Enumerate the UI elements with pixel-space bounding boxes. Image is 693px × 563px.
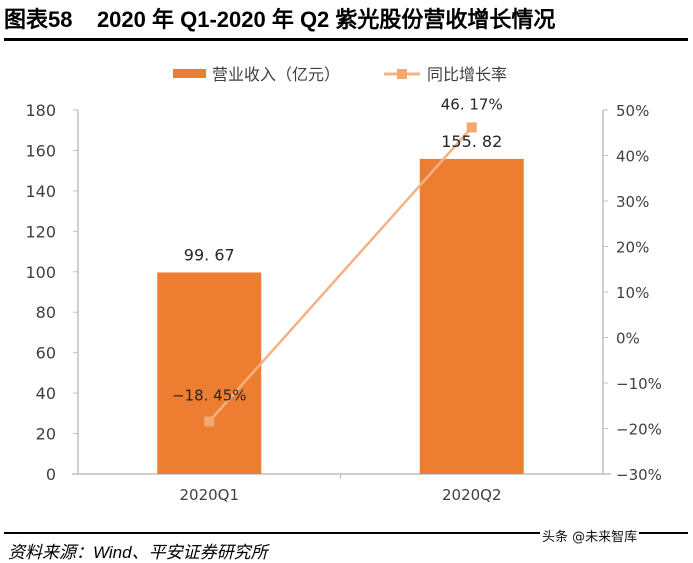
right-tick-label: −30% xyxy=(616,466,662,484)
axes: 0 20 40 60 80 100 120 140 160 180 −30% −20% −10% 0% 10… xyxy=(25,101,661,504)
growth-value-label: 46. 17% xyxy=(441,95,503,113)
top-rule xyxy=(4,38,688,41)
growth-polyline xyxy=(208,126,473,423)
revenue-value-label: 99. 67 xyxy=(184,245,235,264)
growth-value-label: −18. 45% xyxy=(172,386,247,404)
right-tick-label: 10% xyxy=(616,284,649,302)
bars xyxy=(157,158,524,474)
revenue-bar xyxy=(157,272,262,474)
left-tick-label: 100 xyxy=(25,263,56,282)
legend-line-label: 同比增长率 xyxy=(427,65,507,84)
revenue-value-label: 155. 82 xyxy=(441,132,502,151)
right-tick-label: −20% xyxy=(616,421,662,439)
left-tick-label: 160 xyxy=(25,141,56,160)
legend-bar-label: 营业收入（亿元） xyxy=(212,65,340,84)
left-tick-label: 80 xyxy=(36,303,56,322)
right-tick-label: 40% xyxy=(616,148,649,166)
right-tick-label: 30% xyxy=(616,193,649,211)
legend-line-marker xyxy=(397,69,407,79)
growth-marker xyxy=(204,416,215,427)
left-tick-label: 0 xyxy=(46,465,56,484)
left-tick-label: 40 xyxy=(36,384,56,403)
figure-title: 图表58 2020 年 Q1-2020 年 Q2 紫光股份营收增长情况 xyxy=(4,2,555,34)
left-tick-label: 60 xyxy=(36,344,56,363)
bottom-rule xyxy=(4,532,688,534)
x-category-label: 2020Q2 xyxy=(442,486,502,504)
figure-title-text: 2020 年 Q1-2020 年 Q2 紫光股份营收增长情况 xyxy=(96,7,556,32)
legend: 营业收入（亿元） 同比增长率 xyxy=(173,65,507,84)
left-tick-label: 140 xyxy=(25,182,56,201)
right-tick-label: −10% xyxy=(616,375,662,393)
figure-label: 图表58 xyxy=(4,7,73,32)
revenue-bar xyxy=(419,158,524,474)
growth-marker xyxy=(466,122,477,133)
right-tick-label: 0% xyxy=(616,330,640,348)
growth-line xyxy=(204,122,477,427)
right-tick-label: 20% xyxy=(616,239,649,257)
right-tick-label: 50% xyxy=(616,102,649,120)
watermark: 头条 @未来智库 xyxy=(540,526,640,545)
data-labels: 99. 67 155. 82 −18. 45% 46. 17% xyxy=(172,95,503,404)
source-note: 资料来源：Wind、平安证券研究所 xyxy=(8,543,268,562)
legend-bar-swatch xyxy=(173,69,206,78)
left-tick-label: 120 xyxy=(25,222,56,241)
x-category-label: 2020Q1 xyxy=(179,486,239,504)
left-tick-label: 20 xyxy=(36,425,56,444)
left-tick-label: 180 xyxy=(25,101,56,120)
